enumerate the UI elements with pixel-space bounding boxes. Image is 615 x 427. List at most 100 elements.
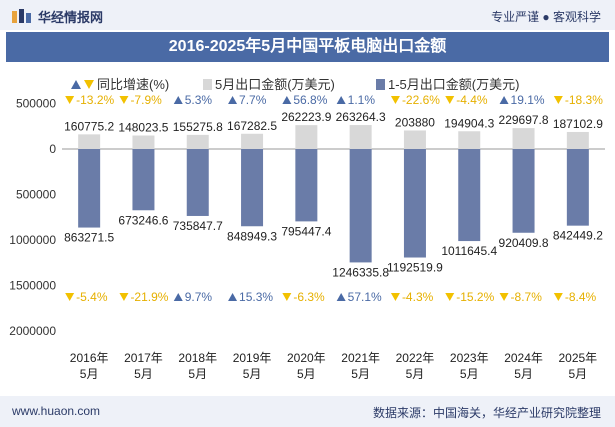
may-value-label: 229697.8 [499, 113, 549, 127]
x-tick-label-year: 2019年 [233, 351, 272, 365]
top-bar: 华经情报网 专业严谨 ● 客观科学 [0, 0, 615, 30]
cumulative-value-label: 1192519.9 [387, 261, 443, 275]
x-tick-label-month: 5月 [514, 367, 533, 381]
cumulative-value-label: 1246335.8 [332, 265, 389, 279]
yoy-cumulative-label: -8.4% [565, 290, 597, 304]
yoy-down-arrow-icon [65, 293, 75, 301]
brand-logo[interactable]: 华经情报网 [12, 7, 103, 26]
cumulative-value-label: 848949.3 [227, 229, 277, 243]
cumulative-bar [78, 149, 101, 228]
brand-name: 华经情报网 [38, 10, 104, 25]
y-tick-label: 500000 [16, 188, 56, 202]
may-bar [132, 135, 155, 149]
may-value-label: 262223.9 [281, 110, 331, 124]
may-bar [241, 133, 264, 149]
yoy-down-arrow-icon [390, 96, 400, 104]
yoy-may-label: 19.1% [511, 93, 545, 107]
yoy-down-arrow-icon [119, 96, 129, 104]
y-tick-label: 0 [49, 142, 56, 156]
chart-canvas: 同比增速(%) 5月出口金额(万美元) 1-5月出口金额(万美元) 500000 0 50… [9, 77, 605, 381]
yoy-down-arrow-icon [65, 96, 75, 104]
yoy-up-arrow-icon [282, 96, 292, 104]
cumulative-value-label: 795447.4 [281, 224, 331, 238]
may-value-label: 187102.9 [553, 117, 603, 131]
x-tick-label-month: 5月 [569, 367, 588, 381]
yoy-cumulative-label: 57.1% [348, 290, 382, 304]
may-bar [403, 130, 426, 149]
yoy-cumulative-label: 15.3% [239, 290, 273, 304]
yoy-cumulative-label: -8.7% [511, 290, 543, 304]
x-tick-label-year: 2025年 [558, 351, 597, 365]
may-value-label: 203880 [395, 115, 435, 129]
yoy-down-arrow-icon [390, 293, 400, 301]
website-link[interactable]: www.huaon.com [12, 404, 101, 418]
cumulative-bar [403, 149, 426, 258]
yoy-may-label: -22.6% [402, 93, 440, 107]
legend-label-may: 5月出口金额(万美元) [215, 77, 335, 92]
yoy-may-label: -4.4% [456, 93, 488, 107]
y-tick-label: 500000 [16, 97, 56, 111]
cumulative-bar [295, 149, 318, 222]
legend-label-yoy: 同比增速(%) [97, 77, 169, 92]
y-tick-label: 2000000 [9, 324, 56, 338]
yoy-up-arrow-icon [228, 96, 238, 104]
yoy-cumulative-label: 9.7% [185, 290, 213, 304]
cumulative-bar [132, 149, 155, 211]
cumulative-bar [512, 149, 535, 233]
cumulative-value-label: 863271.5 [64, 231, 114, 245]
tagline: 专业严谨 ● 客观科学 [491, 10, 601, 24]
yoy-up-arrow-icon [173, 96, 183, 104]
cumulative-bar [241, 149, 264, 227]
x-tick-label-year: 2017年 [124, 351, 163, 365]
yoy-may-label: 5.3% [185, 93, 213, 107]
chart-title: 2016-2025年5月中国平板电脑出口金额 [6, 32, 609, 62]
yoy-up-arrow-icon [228, 293, 238, 301]
x-tick-label-year: 2021年 [341, 351, 380, 365]
yoy-may-label: 7.7% [239, 93, 267, 107]
yoy-down-arrow-icon [553, 293, 563, 301]
x-tick-label-year: 2024年 [504, 351, 543, 365]
brand-logo-icon [12, 8, 31, 23]
yoy-cumulative-label: -21.9% [130, 290, 168, 304]
may-value-label: 160775.2 [64, 119, 114, 133]
x-tick-label-year: 2020年 [287, 351, 326, 365]
x-tick-label-month: 5月 [297, 367, 316, 381]
legend-swatch-cumulative [376, 79, 385, 90]
cumulative-bar [186, 149, 209, 216]
yoy-up-arrow-icon [336, 96, 346, 104]
may-bar [295, 125, 318, 149]
cumulative-value-label: 735847.7 [173, 219, 223, 233]
yoy-may-label: -7.9% [130, 93, 162, 107]
legend-swatch-may [203, 79, 212, 90]
may-bar [78, 134, 101, 149]
cumulative-value-label: 1011645.4 [441, 244, 497, 258]
yoy-down-arrow-icon [282, 293, 292, 301]
cumulative-bar [349, 149, 372, 263]
x-tick-label-year: 2022年 [396, 351, 435, 365]
yoy-may-label: 1.1% [348, 93, 376, 107]
cumulative-value-label: 842449.2 [553, 229, 603, 243]
yoy-up-arrow-icon [499, 96, 509, 104]
x-tick-label-month: 5月 [460, 367, 479, 381]
x-tick-label-month: 5月 [406, 367, 425, 381]
data-source: 数据来源：中国海关，华经产业研究院整理 [372, 406, 601, 420]
yoy-cumulative-label: -15.2% [456, 290, 494, 304]
cumulative-bar [566, 149, 589, 226]
yoy-up-arrow-icon [173, 293, 183, 301]
x-tick-label-month: 5月 [351, 367, 370, 381]
cumulative-value-label: 673246.6 [118, 213, 168, 227]
yoy-may-label: 56.8% [293, 93, 327, 107]
yoy-cumulative-label: -4.3% [402, 290, 434, 304]
may-value-label: 167282.5 [227, 119, 277, 133]
x-tick-label-year: 2023年 [450, 351, 489, 365]
may-value-label: 194904.3 [444, 116, 494, 130]
yoy-cumulative-label: -5.4% [76, 290, 108, 304]
footer-bar: www.huaon.com 数据来源：中国海关，华经产业研究院整理 [0, 396, 615, 427]
x-tick-label-month: 5月 [188, 367, 207, 381]
legend-down-arrow-icon [84, 80, 94, 89]
yoy-down-arrow-icon [445, 293, 455, 301]
x-tick-label-month: 5月 [243, 367, 262, 381]
may-value-label: 148023.5 [118, 121, 168, 135]
yoy-up-arrow-icon [336, 293, 346, 301]
cumulative-bar [458, 149, 481, 242]
